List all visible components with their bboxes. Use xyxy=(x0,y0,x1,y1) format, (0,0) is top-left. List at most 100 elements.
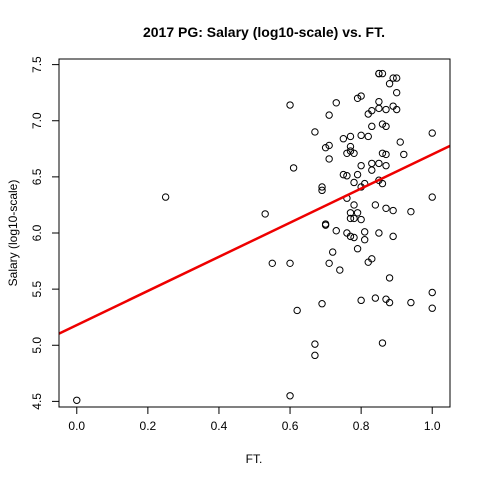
x-tick-label: 1.0 xyxy=(424,419,441,433)
data-point xyxy=(343,172,351,180)
data-point xyxy=(375,69,383,78)
y-axis-label: Salary (log10-scale) xyxy=(6,180,20,287)
data-point xyxy=(407,207,415,216)
data-point xyxy=(375,104,383,113)
data-point xyxy=(350,149,358,157)
data-point xyxy=(368,255,376,263)
data-point xyxy=(407,298,415,307)
data-point xyxy=(364,132,372,141)
data-point xyxy=(385,79,394,88)
data-point xyxy=(311,128,319,136)
data-point xyxy=(357,161,365,170)
data-point xyxy=(371,294,380,302)
y-tick-label: 4.5 xyxy=(30,393,44,410)
data-point xyxy=(360,236,369,244)
x-tick-label: 0.8 xyxy=(353,419,370,433)
data-point xyxy=(368,159,376,168)
data-point xyxy=(339,170,348,179)
data-point xyxy=(311,340,319,348)
data-point xyxy=(329,248,337,256)
data-point xyxy=(368,122,376,131)
data-point xyxy=(311,351,319,360)
data-point xyxy=(350,233,358,242)
data-point xyxy=(346,214,355,223)
data-point xyxy=(357,296,365,305)
data-point xyxy=(353,209,362,217)
data-point xyxy=(396,138,404,146)
data-point xyxy=(428,193,436,201)
data-point xyxy=(375,97,383,106)
data-point xyxy=(389,232,397,241)
data-point xyxy=(336,266,344,274)
data-point xyxy=(357,131,365,140)
data-point xyxy=(357,215,365,224)
data-point xyxy=(392,88,401,97)
data-point xyxy=(368,106,376,115)
x-tick-label: 0.2 xyxy=(140,419,157,433)
data-point xyxy=(318,186,326,195)
data-point xyxy=(350,214,358,223)
x-tick-label: 0.6 xyxy=(282,419,299,433)
data-point xyxy=(389,74,397,82)
data-point xyxy=(378,149,387,157)
data-point xyxy=(332,99,340,107)
data-point xyxy=(289,164,298,172)
data-point xyxy=(378,339,387,347)
data-point xyxy=(73,396,81,404)
data-point xyxy=(385,274,394,282)
data-point xyxy=(350,201,358,209)
x-tick-label: 0.4 xyxy=(211,419,228,433)
data-point xyxy=(382,161,390,170)
data-point xyxy=(353,245,362,253)
data-point xyxy=(375,159,383,168)
data-point xyxy=(378,179,387,188)
data-point xyxy=(350,178,358,187)
data-point xyxy=(161,193,170,201)
data-point xyxy=(346,209,355,217)
data-point xyxy=(392,105,401,114)
data-point xyxy=(368,166,376,174)
regression-line xyxy=(58,144,451,335)
data-point xyxy=(382,150,390,159)
data-point xyxy=(360,228,369,236)
data-point xyxy=(318,300,326,308)
data-point xyxy=(389,206,397,215)
data-point xyxy=(392,74,401,82)
data-point xyxy=(346,142,355,151)
data-point xyxy=(346,232,355,241)
y-tick-label: 7.0 xyxy=(30,112,44,129)
data-point xyxy=(268,259,276,268)
data-point xyxy=(321,220,330,228)
data-point xyxy=(382,105,390,114)
y-axis: 4.5 5.0 5.5 6.0 6.5 7.0 7.5 xyxy=(30,56,60,410)
data-point xyxy=(286,101,294,109)
y-tick-label: 6.0 xyxy=(30,224,44,241)
data-point xyxy=(400,150,408,159)
y-tick-label: 5.0 xyxy=(30,337,44,354)
data-point xyxy=(357,92,365,100)
data-point xyxy=(325,259,333,268)
plot-frame xyxy=(58,58,451,408)
data-point xyxy=(382,204,390,213)
chart-title: 2017 PG: Salary (log10-scale) vs. FT. xyxy=(143,24,385,40)
data-point xyxy=(371,201,380,209)
data-point xyxy=(286,259,294,268)
data-point xyxy=(293,306,301,315)
data-point xyxy=(428,129,436,137)
x-axis: 0.0 0.2 0.4 0.6 0.8 1.0 xyxy=(68,406,441,433)
data-point xyxy=(353,170,362,179)
y-tick-label: 6.5 xyxy=(30,168,44,185)
data-point xyxy=(325,111,333,119)
data-point xyxy=(375,229,383,237)
data-point xyxy=(286,392,294,400)
x-axis-label: FT. xyxy=(246,452,263,466)
x-tick-label: 0.0 xyxy=(68,419,85,433)
data-point xyxy=(378,69,387,78)
points-layer xyxy=(73,69,436,404)
data-point xyxy=(385,298,394,307)
y-tick-label: 7.5 xyxy=(30,56,44,73)
data-point xyxy=(318,183,326,191)
data-point xyxy=(325,155,333,163)
data-point xyxy=(339,135,348,143)
